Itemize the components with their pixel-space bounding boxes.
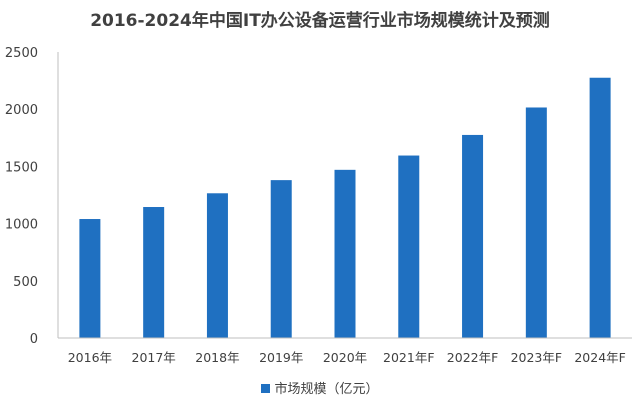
x-tick-label: 2018年 — [195, 350, 239, 365]
y-tick-label: 2000 — [5, 103, 38, 118]
bar-2018年 — [206, 193, 228, 338]
x-tick-label: 2023年F — [511, 350, 563, 365]
bar-2016年 — [79, 219, 101, 338]
x-tick-label: 2020年 — [323, 350, 367, 365]
bar-2023年F — [525, 107, 547, 338]
y-tick-label: 0 — [30, 332, 38, 347]
x-tick-label: 2021年F — [383, 350, 435, 365]
x-tick-label: 2017年 — [132, 350, 176, 365]
y-tick-label: 1000 — [5, 218, 38, 233]
bar-2019年 — [270, 180, 292, 338]
bar-2020年 — [334, 169, 356, 338]
x-tick-label: 2019年 — [259, 350, 303, 365]
y-tick-label: 500 — [13, 275, 38, 290]
y-tick-label: 1500 — [5, 160, 38, 175]
x-tick-label: 2022年F — [447, 350, 499, 365]
legend-label: 市场规模（亿元） — [274, 382, 379, 397]
chart-title: 2016-2024年中国IT办公设备运营行业市场规模统计及预测 — [90, 11, 550, 31]
y-tick-label: 2500 — [5, 46, 38, 61]
y-axis: 0 500 1000 1500 2000 2500 — [5, 46, 59, 347]
x-tick-label: 2024年F — [574, 350, 626, 365]
bar-2017年 — [143, 207, 165, 338]
x-axis: 2016年 2017年 2018年 2019年 2020年 2021年F 2022年F 202… — [58, 337, 632, 365]
bar-2022年F — [462, 134, 484, 338]
x-tick-label: 2016年 — [68, 350, 112, 365]
legend-swatch — [261, 384, 271, 393]
bar-2024年F — [589, 77, 611, 339]
legend: 市场规模（亿元） — [0, 378, 640, 397]
bars — [79, 77, 611, 339]
bar-2021年F — [398, 155, 420, 338]
